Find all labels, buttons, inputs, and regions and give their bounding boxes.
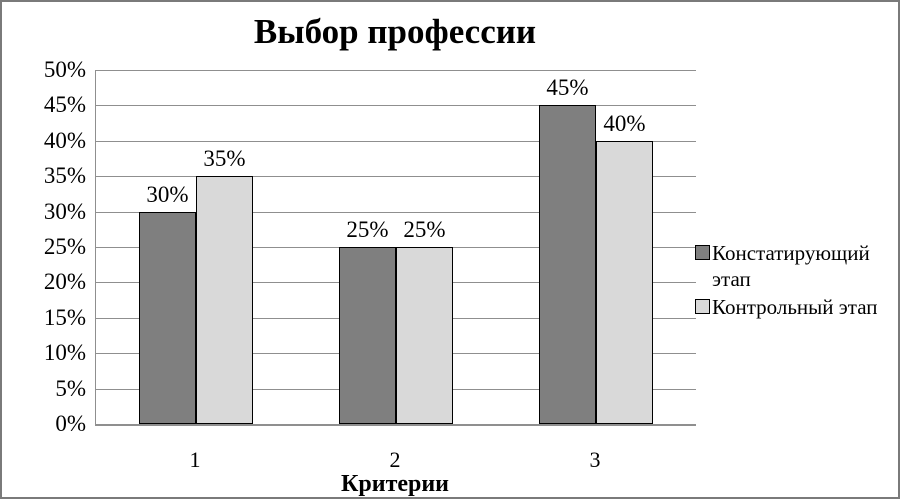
legend-item: Констатирующий этап (695, 240, 897, 292)
legend-item-label: Контрольный этап (712, 295, 878, 319)
bar-series2-cat3 (596, 141, 653, 424)
bar-value-label: 30% (146, 182, 189, 207)
y-tick-label: 20% (43, 269, 86, 295)
bar-series2-cat1 (196, 176, 253, 424)
chart-title: Выбор профессии (253, 12, 537, 51)
legend-swatch (695, 299, 710, 314)
y-tick-label: 35% (43, 163, 86, 189)
y-axis-tick-labels: 0% 5% 10% 15% 20% 25% 30% 35% 40% 45% 50% (2, 57, 86, 436)
gridline (96, 211, 696, 213)
x-tick-label: 2 (389, 447, 401, 472)
legend: Констатирующий этап Контрольный этап (695, 240, 897, 322)
y-tick-label: 30% (43, 198, 86, 224)
gridline (96, 105, 696, 107)
bar-value-label: 35% (203, 146, 246, 171)
legend-item-label: Констатирующий этап (712, 241, 870, 291)
bar-series1-cat3 (539, 105, 596, 424)
y-tick-label: 10% (43, 340, 86, 366)
gridline (96, 70, 696, 71)
bar-series2-cat2 (396, 247, 453, 424)
x-axis-title: Критерии (340, 471, 450, 497)
bar-series1-cat1 (139, 212, 196, 424)
plot-area: 30% 35% 25% 25% 45% 40% (95, 70, 696, 426)
y-tick-label: 50% (43, 57, 86, 82)
gridline (96, 140, 696, 142)
y-tick-label: 5% (55, 375, 86, 401)
legend-swatch (695, 245, 710, 260)
bar-value-label: 40% (603, 111, 646, 136)
y-tick-label: 25% (43, 234, 86, 259)
bar-value-label: 25% (403, 217, 446, 242)
y-tick-label: 0% (55, 411, 86, 436)
bar-value-label: 45% (546, 75, 589, 100)
bar-series1-cat2 (339, 247, 396, 424)
gridline (96, 176, 696, 178)
bar-value-label: 25% (346, 217, 389, 242)
x-tick-label: 3 (589, 447, 601, 472)
y-tick-label: 45% (43, 92, 86, 118)
legend-item: Контрольный этап (695, 294, 897, 320)
x-tick-label: 1 (189, 447, 201, 472)
y-tick-label: 15% (43, 304, 86, 330)
y-tick-label: 40% (43, 127, 86, 153)
